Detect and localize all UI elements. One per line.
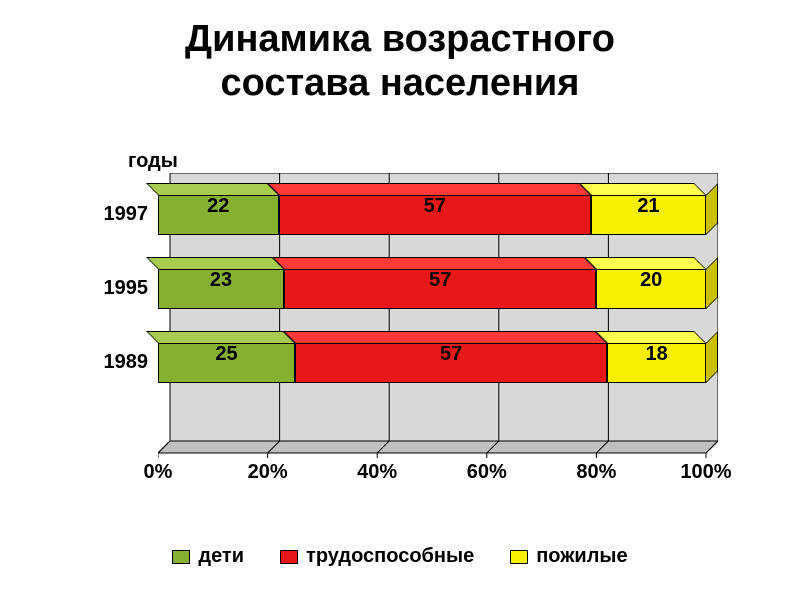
bar-segment-top <box>146 257 284 269</box>
y-tick-label: 1995 <box>48 277 148 300</box>
legend-item: дети <box>172 545 244 568</box>
legend-label: пожилые <box>536 545 627 567</box>
bar-value-label: 57 <box>279 195 591 235</box>
y-tick-label: 1989 <box>48 351 148 374</box>
bar-value-label: 22 <box>158 195 279 235</box>
x-tick-label: 0% <box>144 461 173 484</box>
bar-value-label: 18 <box>607 343 706 383</box>
x-tick-label: 60% <box>467 461 507 484</box>
legend-label: трудоспособные <box>306 545 474 567</box>
x-tick-label: 80% <box>576 461 616 484</box>
legend: дети трудоспособные пожилые <box>0 545 800 568</box>
legend-label: дети <box>198 545 244 567</box>
bar-segment-top <box>146 183 279 195</box>
legend-swatch <box>510 550 528 564</box>
bar-value-label: 21 <box>591 195 706 235</box>
x-tick-label: 100% <box>680 461 731 484</box>
legend-item: трудоспособные <box>280 545 474 568</box>
bar-segment-top <box>267 183 591 195</box>
legend-swatch <box>280 550 298 564</box>
x-tick-label: 20% <box>248 461 288 484</box>
bar-value-label: 57 <box>295 343 607 383</box>
legend-swatch <box>172 550 190 564</box>
title-line2: состава населения <box>221 62 580 104</box>
x-tick-label: 40% <box>357 461 397 484</box>
bar-segment-top <box>283 331 607 343</box>
bar-segment-top <box>146 331 295 343</box>
bar-segment-side <box>706 331 718 383</box>
bar-segment-top <box>584 257 706 269</box>
chart-title: Динамика возрастного состава населения <box>0 0 800 105</box>
bar-segment-top <box>595 331 706 343</box>
y-tick-label: 1997 <box>48 203 148 226</box>
title-line1: Динамика возрастного <box>185 18 615 60</box>
legend-item: пожилые <box>510 545 627 568</box>
y-axis-title: годы <box>128 150 178 173</box>
bar-segment-side <box>706 183 718 235</box>
bar-segment-side <box>706 257 718 309</box>
bar-value-label: 20 <box>596 269 706 309</box>
plot-area: 225721235720255718 0%20%40%60%80%100% <box>158 173 718 453</box>
bar-segment-top <box>579 183 706 195</box>
bar-value-label: 57 <box>284 269 596 309</box>
bar-value-label: 25 <box>158 343 295 383</box>
bar-segment-top <box>272 257 596 269</box>
bar-value-label: 23 <box>158 269 284 309</box>
